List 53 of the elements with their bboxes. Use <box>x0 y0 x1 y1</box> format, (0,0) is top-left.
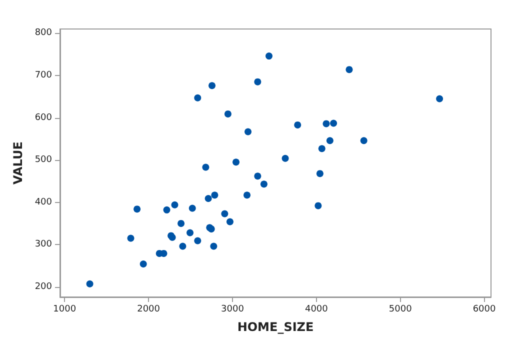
point <box>322 120 330 128</box>
point <box>194 94 202 102</box>
y-tick-label: 300 <box>34 240 52 250</box>
x-tick-label: 4000 <box>304 304 328 314</box>
y-tick-label: 200 <box>34 282 52 292</box>
y-tick-label: 700 <box>34 70 52 80</box>
point <box>179 242 186 250</box>
point <box>127 234 134 242</box>
x-tick-label: 2000 <box>137 304 160 314</box>
point <box>140 260 147 268</box>
point <box>178 220 185 227</box>
y-tick-label: 400 <box>34 197 52 208</box>
point <box>171 201 178 208</box>
point <box>260 180 268 188</box>
point <box>266 52 272 60</box>
point <box>244 192 251 199</box>
point <box>208 82 216 90</box>
x-tick-label: 1000 <box>53 304 76 314</box>
x-axis-title: HOME_SIZE <box>237 320 314 334</box>
point <box>232 158 240 166</box>
point <box>346 66 353 74</box>
point <box>221 210 228 218</box>
point <box>436 95 444 102</box>
point <box>186 229 194 236</box>
point <box>194 237 202 244</box>
y-tick-label: 500 <box>34 155 52 166</box>
x-tick-label: 3000 <box>221 304 244 314</box>
point <box>202 164 210 171</box>
x-tick-label: 5000 <box>388 304 412 314</box>
point <box>314 202 322 210</box>
point <box>318 145 326 152</box>
point <box>188 204 196 212</box>
point <box>163 206 170 214</box>
point <box>294 121 302 128</box>
y-axis-title: VALUE <box>10 142 25 184</box>
point <box>226 218 234 226</box>
point <box>224 110 232 118</box>
point <box>210 242 218 250</box>
point <box>211 192 218 199</box>
y-tick-label: 600 <box>34 112 52 123</box>
point <box>244 128 252 136</box>
point <box>204 195 212 202</box>
x-tick-label: 6000 <box>472 304 496 314</box>
point <box>360 137 368 144</box>
point <box>254 172 262 180</box>
y-tick-label: 800 <box>34 28 52 38</box>
point <box>326 137 334 144</box>
point <box>86 280 94 288</box>
point <box>316 170 324 178</box>
point <box>254 78 262 86</box>
point <box>330 120 338 127</box>
point <box>282 154 289 162</box>
point <box>134 206 141 213</box>
